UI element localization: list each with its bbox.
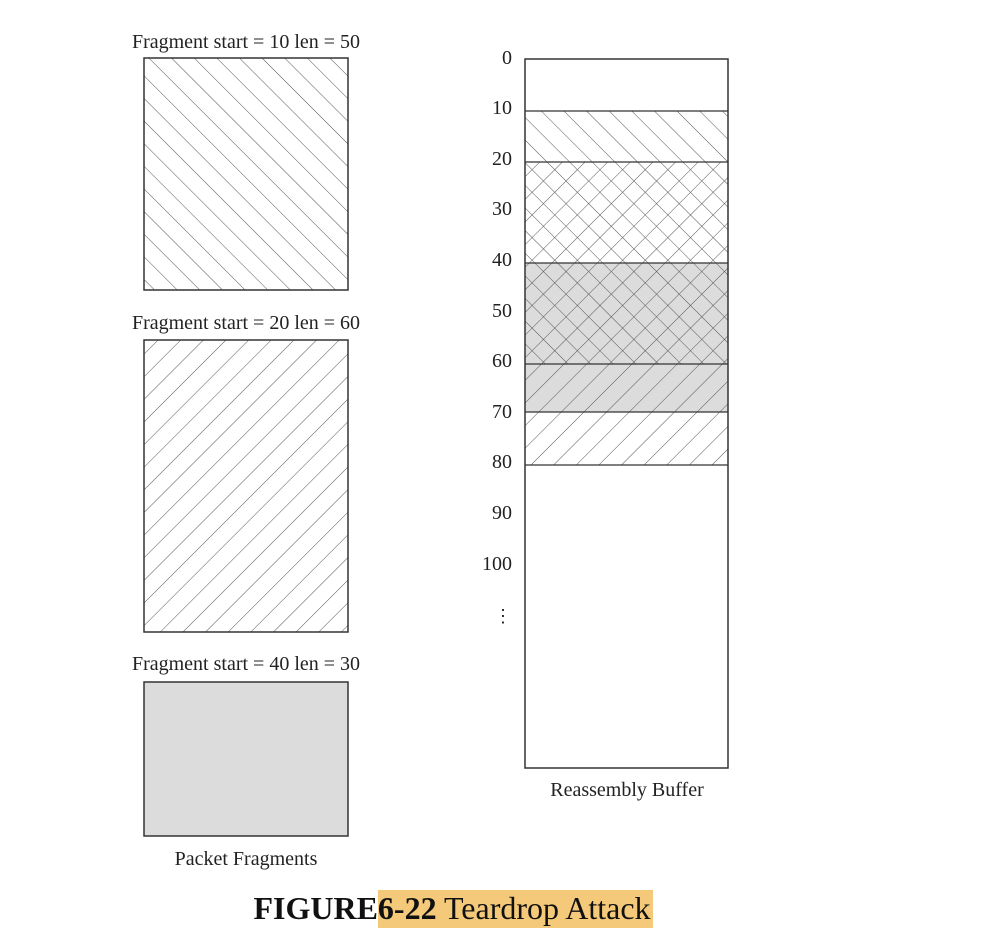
reassembly-buffer-caption: Reassembly Buffer [550,779,704,801]
figure-word: FIGURE [253,890,378,926]
buffer-segment-60-70 [525,364,728,412]
tick-label: 30 [492,198,512,220]
buffer-segment-10-20 [525,111,728,162]
tick-label: 20 [492,148,512,170]
fragment-2-label: Fragment start = 20 len = 60 [132,312,360,334]
packet-fragments-caption: Packet Fragments [175,848,318,870]
tick-label: 100 [482,553,512,575]
fragment-1-box [143,57,349,291]
buffer-segment-20-40 [525,162,728,263]
figure-title: Teardrop Attack [443,890,651,926]
tick-label: 80 [492,451,512,473]
tick-label: 90 [492,502,512,524]
tick-label: 50 [492,300,512,322]
fragment-3-box [143,681,349,837]
fragment-2-box [143,339,349,633]
tick-label: 10 [492,97,512,119]
buffer-boundaries [525,110,728,466]
tick-label: 40 [492,249,512,271]
buffer-axis: 0 10 20 30 40 50 60 70 80 90 100 ⋮ [482,47,512,626]
fragment-1-label: Fragment start = 10 len = 50 [132,31,360,53]
tick-label: 60 [492,350,512,372]
fragment-3-label: Fragment start = 40 len = 30 [132,653,360,675]
buffer-segment-40-60 [525,263,728,364]
axis-ellipsis: ⋮ [494,606,512,626]
figure-number: 6-22 [377,890,437,926]
figure-highlight: 6-22 Teardrop Attack [377,890,653,928]
tick-label: 0 [502,47,512,69]
tick-label: 70 [492,401,512,423]
reassembly-buffer-outline [524,58,729,769]
figure-caption: FIGURE6-22 Teardrop Attack [0,888,906,928]
buffer-segment-70-80 [525,412,728,465]
